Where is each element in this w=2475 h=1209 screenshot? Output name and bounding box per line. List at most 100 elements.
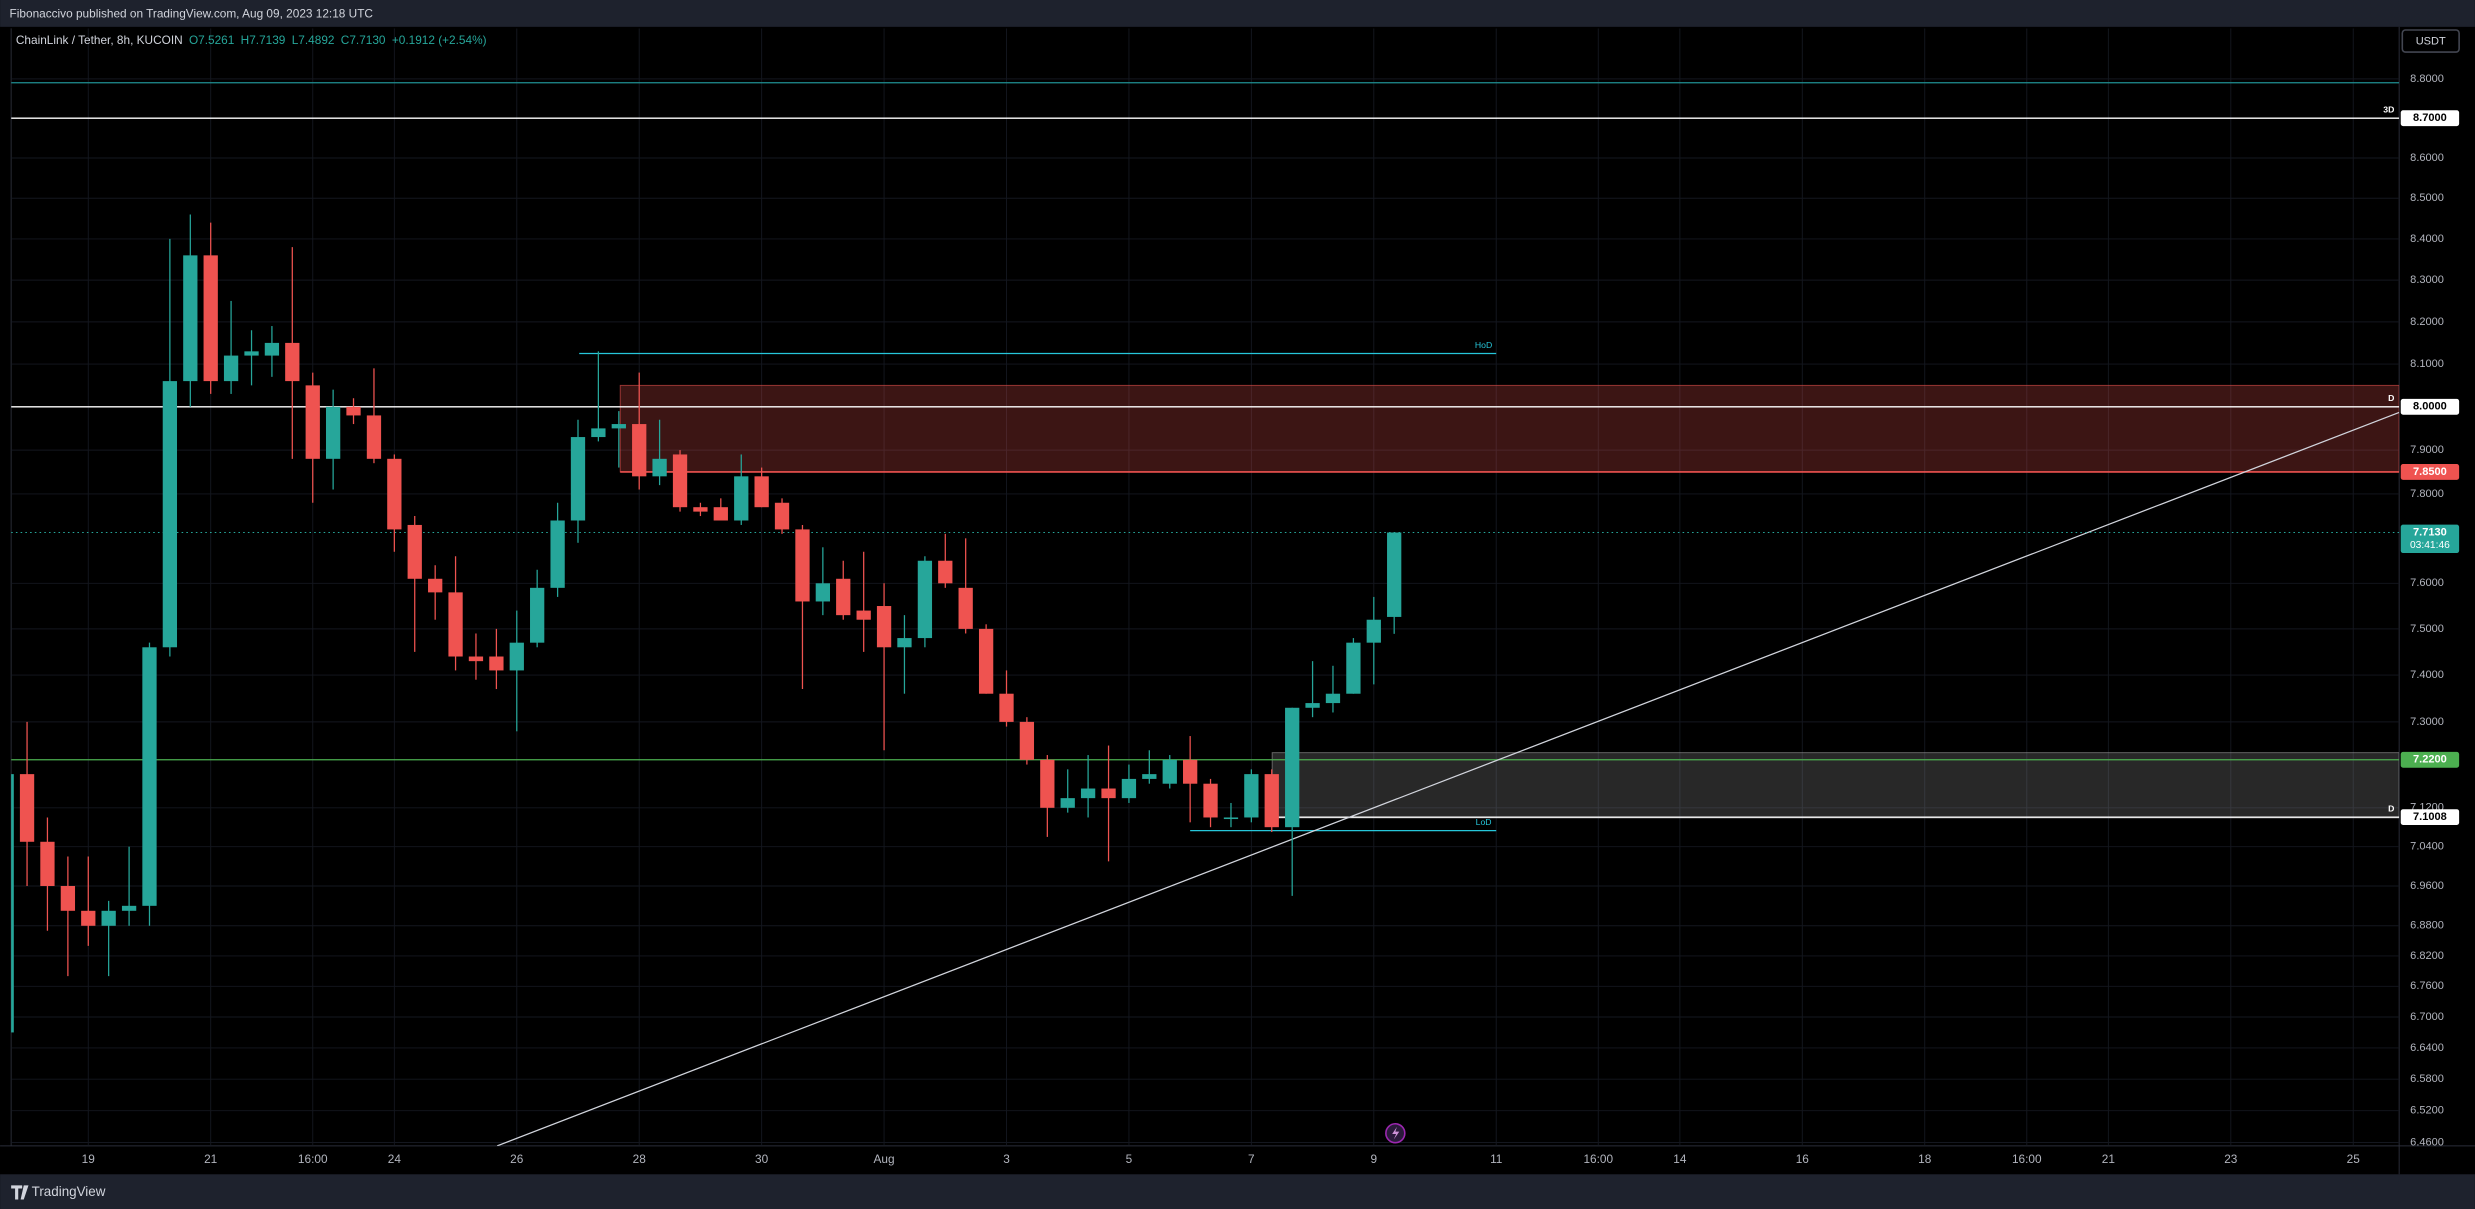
legend-low: L7.4892	[292, 33, 335, 47]
last-price-label: 7.7130	[2413, 526, 2447, 538]
event-bolt	[1392, 1126, 1400, 1140]
currency-button[interactable]	[2401, 29, 2460, 53]
candle-body	[1101, 788, 1116, 799]
candle-body	[693, 507, 708, 512]
candle-body	[530, 587, 545, 643]
price-tag-label: 7.2200	[2413, 754, 2447, 766]
x-tick-label: 30	[755, 1152, 769, 1166]
x-tick-label: 28	[633, 1152, 647, 1166]
candle-body	[754, 476, 769, 508]
price-tag	[2400, 751, 2460, 768]
candle-body	[713, 507, 728, 521]
candle-body	[183, 255, 198, 382]
y-tick-label: 7.4000	[2410, 669, 2444, 681]
candle-body	[223, 355, 239, 382]
candle-body	[611, 424, 626, 429]
candle-body	[774, 502, 790, 530]
x-tick-label: 14	[1673, 1152, 1687, 1166]
y-tick-label: 6.7000	[2410, 1011, 2444, 1023]
candle-body	[856, 610, 871, 620]
chart-layer: 8.8000 8.6000 8.5000 8.4000 8.3000 8.2000 8.10…	[11, 28, 2460, 1166]
plot-area	[11, 28, 2400, 1146]
price-tag-label: 7.1008	[2413, 811, 2447, 823]
x-tick-label: 3	[1003, 1152, 1010, 1166]
candle-body	[734, 476, 749, 521]
candle-body	[1285, 707, 1300, 828]
x-tick-label: 5	[1126, 1152, 1133, 1166]
y-tick-label: 8.5000	[2410, 192, 2444, 204]
candle-body	[1366, 619, 1381, 643]
segment-label: HoD	[1475, 340, 1492, 350]
y-tick-label: 6.5200	[2410, 1105, 2444, 1117]
candle-body	[509, 642, 524, 671]
candle-body	[917, 560, 933, 639]
candle-body	[1080, 788, 1096, 799]
price-tag	[2400, 398, 2460, 415]
zone	[1271, 752, 2400, 818]
candle-body	[938, 560, 953, 584]
candle-body	[672, 454, 688, 508]
candle-body	[60, 885, 76, 911]
candle-body	[836, 578, 851, 616]
candle-body	[40, 841, 55, 886]
y-tick-label: 7.8000	[2410, 488, 2444, 500]
trendline	[496, 411, 2400, 1146]
y-tick-label: 6.8200	[2410, 950, 2444, 962]
level-tag: D	[2388, 803, 2394, 813]
level-tag: D	[2388, 393, 2394, 403]
candle-body	[1387, 532, 1402, 617]
level-tag: 3D	[2383, 105, 2394, 115]
brand: TradingView	[32, 1184, 106, 1199]
x-tick-label: 23	[2224, 1152, 2238, 1166]
y-tick-label: 6.9600	[2410, 880, 2444, 892]
candle-body	[1019, 721, 1035, 760]
legend-high: H7.7139	[241, 33, 286, 47]
candle-body	[387, 458, 402, 530]
candle-body	[1325, 693, 1341, 704]
candle-body	[1244, 774, 1259, 818]
top-bar	[0, 0, 2475, 27]
last-price-tag	[2400, 524, 2460, 554]
y-tick-label: 8.2000	[2410, 316, 2444, 328]
candle-body	[244, 351, 259, 356]
currency[interactable]: USDT	[2416, 36, 2446, 48]
candle-body	[285, 342, 300, 382]
candle-body	[591, 428, 606, 438]
candle-body	[121, 905, 137, 911]
candle-body	[1203, 783, 1218, 818]
legend-change: +0.1912 (+2.54%)	[392, 33, 487, 47]
candle-body	[489, 656, 504, 671]
legend-close: C7.7130	[341, 33, 386, 47]
candle-body	[958, 587, 973, 629]
x-tick-label: 16:00	[298, 1152, 328, 1166]
segment-label: LoD	[1476, 817, 1492, 827]
x-tick-label: 9	[1370, 1152, 1377, 1166]
candle-body	[1264, 774, 1279, 828]
candle-body	[101, 910, 116, 926]
y-tick-label: 8.6000	[2410, 152, 2444, 164]
publisher: Fibonaccivo published on TradingView.com…	[10, 6, 374, 20]
y-tick-label: 7.9000	[2410, 444, 2444, 456]
x-tick-label: 26	[510, 1152, 524, 1166]
candle-body	[999, 693, 1014, 722]
candle-body	[652, 458, 667, 477]
candle-body	[81, 910, 96, 926]
x-tick-label: 24	[388, 1152, 402, 1166]
candle-body	[815, 583, 830, 602]
candle-body	[407, 524, 422, 579]
x-tick-label: 25	[2347, 1152, 2361, 1166]
x-tick-label: 18	[1918, 1152, 1932, 1166]
x-tick-label: 19	[82, 1152, 96, 1166]
brand-logo	[11, 1185, 29, 1200]
candle-body	[632, 424, 647, 477]
y-tick-label: 8.8000	[2410, 73, 2444, 85]
candle-body	[570, 437, 586, 521]
legend-open: O7.5261	[189, 33, 234, 47]
candle-body	[305, 385, 320, 459]
countdown: 03:41:46	[2410, 540, 2450, 551]
y-tick-label: 6.8800	[2410, 920, 2444, 932]
candle-body	[1223, 817, 1239, 820]
candle-body	[1121, 778, 1137, 799]
candle-body	[1346, 642, 1361, 694]
